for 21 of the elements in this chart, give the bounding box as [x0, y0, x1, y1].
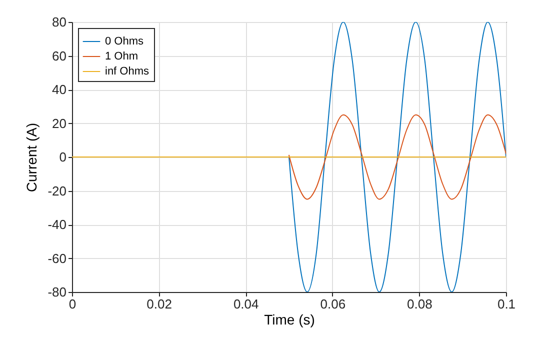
x-tick-label: 0.04	[233, 296, 259, 312]
y-tick-label: 60	[52, 48, 66, 64]
x-tick-label: 0.08	[407, 296, 432, 312]
y-tick-label: -40	[48, 217, 66, 232]
y-axis-title: Current (A)	[24, 122, 40, 192]
legend-label: 0 Ohms	[105, 36, 144, 48]
legend-label: 1 Ohm	[105, 50, 138, 62]
y-tick-label: 80	[52, 14, 66, 30]
x-tick-label: 0.06	[320, 296, 346, 312]
y-tick-label: 0	[59, 150, 66, 164]
y-tick-label: -20	[48, 183, 66, 198]
legend-label: inf Ohms	[105, 66, 150, 78]
x-axis-title: Time (s)	[264, 312, 315, 328]
line-series	[288, 114, 506, 200]
y-tick-label: -60	[48, 250, 66, 266]
y-tick-label: 40	[52, 82, 66, 97]
x-tick-label: 0.1	[497, 296, 516, 312]
y-tick-label: -80	[48, 284, 66, 300]
y-tick-label: 20	[52, 116, 66, 131]
x-tick-label: 0	[68, 296, 76, 312]
x-tick-label: 0.02	[146, 296, 172, 312]
